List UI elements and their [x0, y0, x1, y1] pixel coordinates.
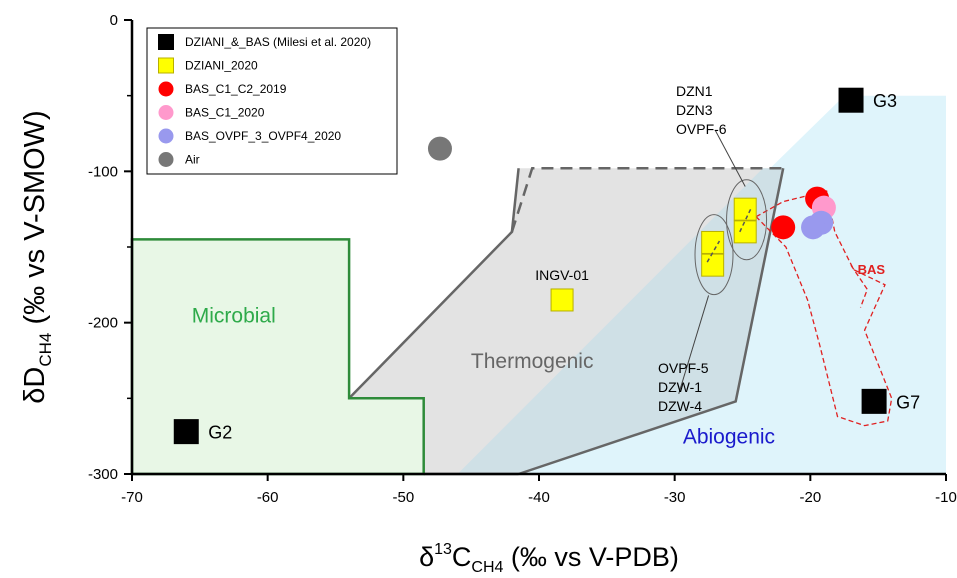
point-square: [838, 87, 864, 113]
x-axis-title-part: 13: [434, 541, 452, 558]
y-tick-label: -300: [88, 466, 118, 483]
legend-entry-label: BAS_OVPF_3_OVPF4_2020: [185, 129, 341, 143]
point-square: [158, 34, 174, 50]
x-axis-title: δ13CCH4 (‰ vs V-PDB): [419, 541, 679, 576]
legend-box: [146, 27, 398, 175]
x-tick-label: -60: [257, 489, 279, 506]
x-tick-label: -20: [799, 489, 821, 506]
cluster-label-west: DZW-4: [658, 398, 702, 414]
legend-entry-label: BAS_C1_2020: [185, 106, 265, 120]
point-circle: [801, 215, 826, 240]
x-tick-label: -10: [935, 489, 957, 506]
cluster-label-west: DZW-1: [658, 379, 702, 395]
cluster-ellipse-west: [694, 214, 734, 296]
thermogenic-dashed-top: [510, 167, 784, 233]
y-axis-title-part: δD: [19, 367, 51, 404]
x-tick-label: -30: [664, 489, 686, 506]
legend-entry-label: Air: [185, 153, 200, 167]
x-axis-title-part: CH4: [471, 559, 503, 576]
legend-entry-label: DZIANI_&_BAS (Milesi et al. 2020): [185, 35, 371, 49]
point-circle: [158, 152, 174, 167]
text-labels: Microbial Thermogenic Abiogenic BAS G2 G3 G7 IN…: [192, 83, 920, 449]
point-square: [158, 57, 174, 74]
point-square: [550, 288, 574, 312]
point-circle: [158, 105, 174, 120]
point-circle: [158, 81, 174, 97]
cluster-leader-west: [678, 295, 710, 394]
microbial-label: Microbial: [192, 305, 276, 328]
y-tick-label: -200: [88, 315, 118, 332]
bas-pointer: [850, 264, 869, 308]
x-tick-label: -40: [528, 489, 550, 506]
cluster-label-north: OVPF-6: [676, 121, 727, 137]
point-label-g2: G2: [208, 423, 232, 443]
cluster-label-west: OVPF-5: [658, 360, 709, 376]
y-axis-title-part: (‰ vs V-SMOW): [19, 110, 51, 332]
legend-entry-label: BAS_C1_C2_2019: [185, 82, 287, 96]
point-label-ingv: INGV-01: [535, 267, 589, 283]
point-square: [861, 388, 887, 414]
x-axis-title-part: δ: [419, 542, 434, 572]
cluster-ellipse-north: [726, 179, 768, 261]
x-tick-label: -50: [392, 489, 414, 506]
cluster-leader-north: [714, 130, 746, 187]
y-axis-title-part: CH4: [36, 333, 55, 367]
point-square: [701, 230, 725, 254]
x-axis-title-part: (‰ vs V-PDB): [503, 542, 679, 572]
point-square: [173, 419, 199, 445]
point-circle: [771, 215, 796, 240]
point-circle: [158, 128, 174, 144]
x-tick-label: -70: [121, 489, 143, 506]
point-label-g7: G7: [896, 392, 920, 412]
x-axis-title-part: C: [452, 542, 472, 572]
y-tick-label: 0: [110, 12, 118, 29]
point-circle: [427, 136, 452, 161]
point-square: [701, 253, 725, 277]
point-square: [733, 197, 757, 221]
y-axis-title: δDCH4 (‰ vs V-SMOW): [19, 110, 55, 403]
thermogenic-label: Thermogenic: [471, 350, 594, 373]
axes: -70 -60 -50 -40 -30 -20 -100-100-200-300δ13CCH…: [19, 12, 957, 576]
data-points: [173, 87, 887, 445]
thermogenic-right-edge: [518, 168, 785, 476]
bas-label: BAS: [858, 262, 886, 277]
y-tick-label: -100: [88, 163, 118, 180]
point-square: [733, 220, 757, 244]
abiogenic-label: Abiogenic: [683, 426, 775, 449]
legend-entry-label: DZIANI_2020: [185, 59, 258, 73]
legend: DZIANI_&_BAS (Milesi et al. 2020) DZIANI_…: [146, 27, 398, 175]
point-label-g3: G3: [873, 91, 897, 111]
cluster-label-north: DZN1: [676, 83, 713, 99]
cluster-label-north: DZN3: [676, 102, 713, 118]
